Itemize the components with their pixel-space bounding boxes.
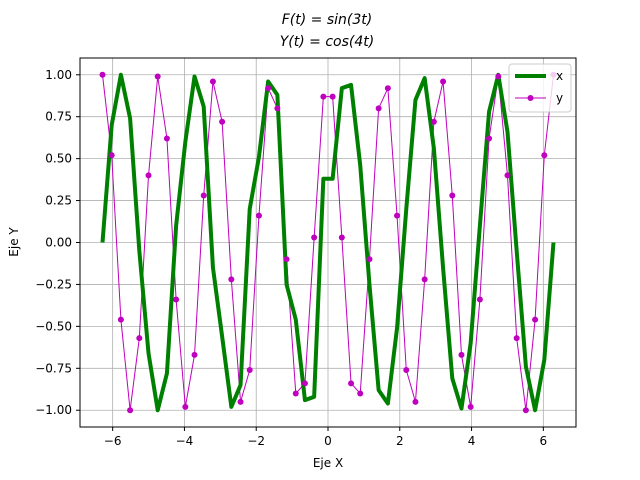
axis-ticks: −6 −4 −2 0 2 4 6 −1.00 −0.75 −0.50 −0.25 0.00 0.25 0.… [35,68,547,448]
y-tick-label: −1.00 [35,403,72,417]
y-tick-label: −0.75 [35,361,72,375]
series-y-point [394,212,401,219]
y-tick-label: 0.00 [45,236,72,250]
series-y-point [421,276,428,283]
series-y-point [255,212,262,219]
series-y-point [320,93,327,100]
series-y-point [504,172,511,179]
x-tick-label: −2 [247,434,265,448]
series-y-point [136,335,143,342]
series-y-point [228,276,235,283]
series-y-point [458,351,465,358]
series-y-point [127,407,134,414]
series-y-point [467,403,474,410]
series-y-point [403,366,410,373]
series-y-point [440,78,447,85]
series-y-point [117,316,124,323]
x-tick-label: −6 [104,434,122,448]
series-y-point [366,256,373,263]
series-y-point [338,234,345,241]
series-y-line [102,74,554,411]
series-y-point [348,380,355,387]
series-y-point [486,135,493,142]
series-y-point [191,351,198,358]
y-tick-label: −0.25 [35,277,72,291]
chart-title-line-2: Y(t) = cos(4t) [280,34,374,50]
x-tick-label: 0 [324,434,332,448]
series-y-point [541,152,548,159]
series-y-point [265,85,272,92]
series-y-point [108,152,115,159]
x-axis-label: Eje X [313,456,343,470]
series-y-point [237,398,244,405]
series-y-point [219,118,226,125]
grid-lines [80,58,576,427]
series-y-point [495,73,502,80]
series-y-point [301,380,308,387]
y-tick-label: 0.25 [45,194,72,208]
legend: x y [508,63,572,113]
series-y-point [532,316,539,323]
series-y-point [209,78,216,85]
x-tick-label: 2 [396,434,404,448]
series-y-point [99,71,106,78]
y-tick-label: −0.50 [35,319,72,333]
series-y-point [246,366,253,373]
series-y-point [200,192,207,199]
y-tick-label: 0.75 [45,110,72,124]
series-y-point [357,390,364,397]
series-y-point [412,398,419,405]
series-y-point [384,85,391,92]
series-y-point [513,335,520,342]
series-y-point [476,296,483,303]
series-y-point [329,93,336,100]
chart-title-line-1: F(t) = sin(3t) [282,12,372,28]
series-y-point [292,390,299,397]
y-axis-label: Eje Y [7,227,21,257]
series-y-point [522,407,529,414]
x-tick-label: 6 [540,434,548,448]
series-y-point [375,105,382,112]
x-tick-label: −4 [176,434,194,448]
series-y-point [173,296,180,303]
series-y-point [430,118,437,125]
series-y-point [154,73,161,80]
series-x-line [100,72,556,413]
series-y-point [283,256,290,263]
y-tick-label: 1.00 [45,68,72,82]
legend-label-x: x [556,69,563,83]
series-y-point [163,135,170,142]
legend-marker-y [527,95,534,101]
series-y-point [449,192,456,199]
series-y-point [145,172,152,179]
series-layer [99,71,557,414]
y-tick-label: 0.50 [45,152,72,166]
series-y-point [182,403,189,410]
series-y-point [311,234,318,241]
x-tick-label: 4 [468,434,476,448]
legend-label-y: y [556,91,563,105]
series-y-point [274,105,281,112]
